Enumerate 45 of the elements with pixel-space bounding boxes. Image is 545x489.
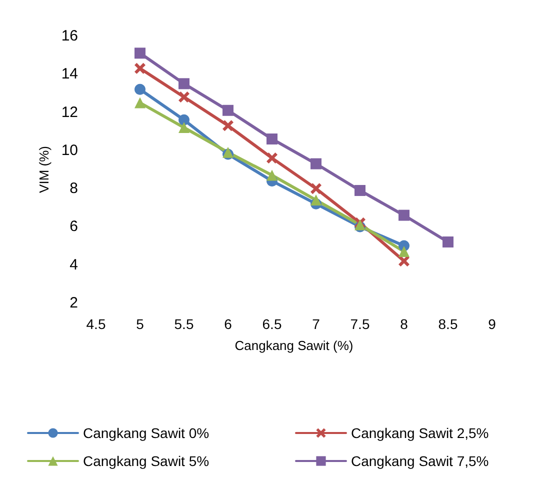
x-tick-label: 6.5 bbox=[262, 316, 282, 332]
point bbox=[266, 133, 278, 144]
x-axis-title: Cangkang Sawit (%) bbox=[234, 338, 354, 353]
y-axis-title: VIM (%) bbox=[36, 146, 52, 193]
y-tick-label: 2 bbox=[70, 294, 78, 312]
point bbox=[178, 78, 190, 90]
x-tick-label: 5 bbox=[136, 316, 144, 332]
y-tick-label: 4 bbox=[70, 256, 78, 274]
point bbox=[442, 236, 454, 248]
x-tick-label: 7 bbox=[312, 316, 320, 332]
point bbox=[266, 170, 278, 181]
x-tick-label: 8.5 bbox=[438, 316, 458, 332]
point bbox=[178, 122, 190, 134]
y-tick-label: 16 bbox=[61, 28, 78, 44]
point bbox=[222, 120, 234, 132]
point bbox=[134, 62, 146, 74]
point bbox=[134, 48, 146, 59]
x-tick-label: 6 bbox=[224, 316, 232, 332]
x-tick-label: 9 bbox=[488, 316, 496, 332]
x-tick-label: 7.5 bbox=[350, 316, 370, 332]
point bbox=[222, 104, 234, 116]
legend-label: Cangkang Sawit 2,5% bbox=[351, 425, 489, 441]
y-tick-label: 6 bbox=[70, 218, 78, 236]
legend-label: Cangkang Sawit 7,5% bbox=[351, 453, 489, 469]
y-tick-label: 8 bbox=[70, 180, 78, 198]
point bbox=[354, 184, 366, 196]
point bbox=[134, 97, 146, 108]
point bbox=[398, 246, 410, 258]
point bbox=[266, 152, 278, 164]
legend-label: Cangkang Sawit 0% bbox=[83, 425, 210, 441]
point bbox=[310, 183, 322, 194]
y-tick-label: 12 bbox=[61, 104, 78, 121]
y-tick-label: 14 bbox=[61, 66, 78, 83]
point bbox=[398, 256, 410, 267]
point bbox=[178, 92, 190, 103]
point bbox=[178, 114, 190, 126]
point bbox=[310, 158, 322, 170]
x-tick-label: 8 bbox=[400, 316, 408, 332]
x-tick-label: 4.5 bbox=[86, 316, 106, 332]
x-tick-label: 5.5 bbox=[174, 316, 194, 332]
y-tick-label: 10 bbox=[61, 142, 78, 159]
point bbox=[398, 210, 410, 221]
legend-label: Cangkang Sawit 5% bbox=[83, 453, 210, 469]
point bbox=[134, 84, 146, 95]
point bbox=[310, 194, 322, 206]
